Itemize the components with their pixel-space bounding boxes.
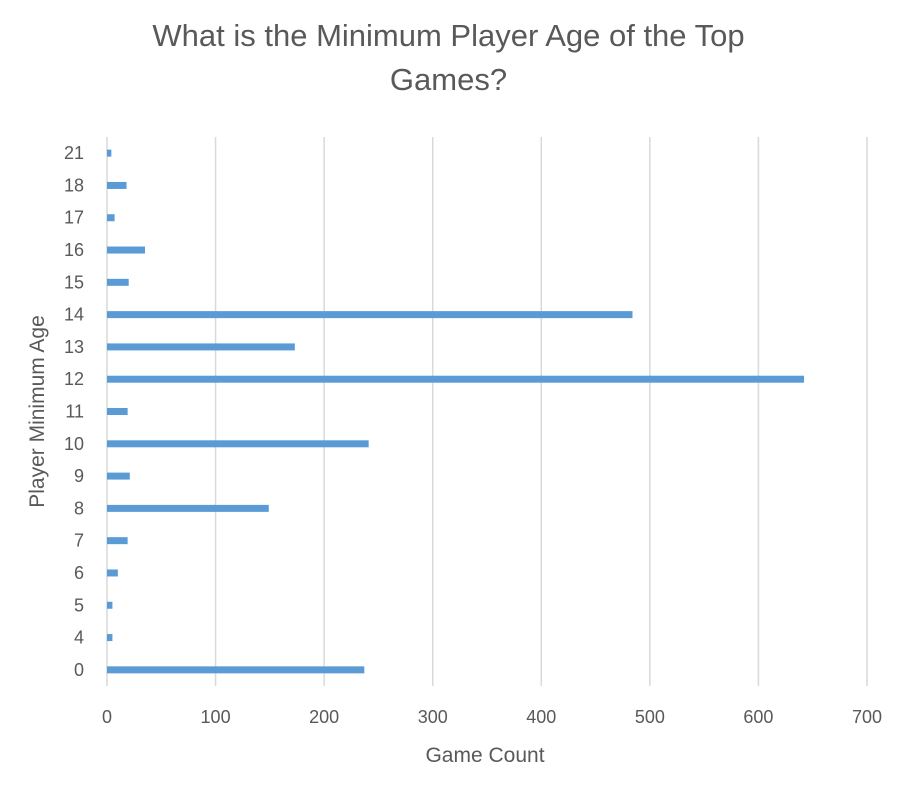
y-tick-label: 15	[64, 272, 84, 292]
x-axis-title: Game Count	[425, 744, 544, 767]
chart-title: What is the Minimum Player Age of the To…	[0, 14, 897, 102]
y-tick-label: 13	[64, 337, 84, 357]
bar-age-15	[107, 278, 129, 286]
bar-age-4	[107, 634, 113, 642]
bar-age-7	[107, 537, 128, 545]
chart-title-line-1: What is the Minimum Player Age of the To…	[152, 18, 745, 53]
bar-age-14	[107, 311, 633, 319]
x-tick-labels: 0 100 200 300 400 500 600 700	[102, 707, 882, 727]
bar-age-6	[107, 569, 118, 577]
x-tick-label: 700	[852, 707, 882, 727]
y-tick-label: 21	[64, 143, 84, 163]
bars	[107, 149, 805, 674]
x-tick-label: 500	[635, 707, 665, 727]
gridlines	[106, 137, 868, 686]
bar-age-8	[107, 504, 269, 512]
x-tick-label: 100	[201, 707, 231, 727]
bar-age-11	[107, 408, 128, 415]
x-tick-label: 0	[102, 707, 112, 727]
y-tick-label: 8	[74, 498, 84, 518]
bar-age-0	[107, 666, 365, 674]
x-tick-label: 300	[418, 707, 448, 727]
y-tick-label: 14	[64, 305, 84, 325]
y-tick-label: 6	[74, 563, 84, 583]
bar-age-17	[107, 214, 115, 222]
y-tick-label: 4	[74, 628, 84, 648]
bar-age-12	[107, 375, 805, 383]
y-tick-labels: 0 4 5 6 7 8 9 10 11 12 13 14 15 16 17 18 21	[64, 143, 84, 680]
y-tick-label: 11	[65, 402, 84, 422]
bar-age-5	[107, 601, 113, 609]
x-tick-label: 600	[743, 707, 773, 727]
y-tick-label: 18	[64, 175, 84, 195]
y-tick-label: 0	[74, 660, 84, 680]
bar-age-13	[107, 343, 295, 351]
y-tick-label: 5	[74, 595, 84, 615]
x-tick-label: 200	[309, 707, 339, 727]
bar-age-10	[107, 440, 369, 448]
y-tick-label: 16	[64, 240, 84, 260]
y-tick-label: 7	[74, 531, 84, 551]
y-axis-title: Player Minimum Age	[26, 315, 49, 508]
bar-age-16	[107, 246, 145, 254]
y-tick-label: 12	[64, 369, 84, 389]
y-tick-label: 9	[74, 466, 84, 486]
bar-age-18	[107, 181, 127, 189]
chart-title-line-2: Games?	[389, 62, 508, 97]
y-tick-label: 17	[64, 208, 84, 228]
bar-age-9	[107, 472, 130, 480]
x-tick-label: 400	[526, 707, 556, 727]
bar-age-21	[107, 149, 112, 157]
y-tick-label: 10	[64, 434, 84, 454]
